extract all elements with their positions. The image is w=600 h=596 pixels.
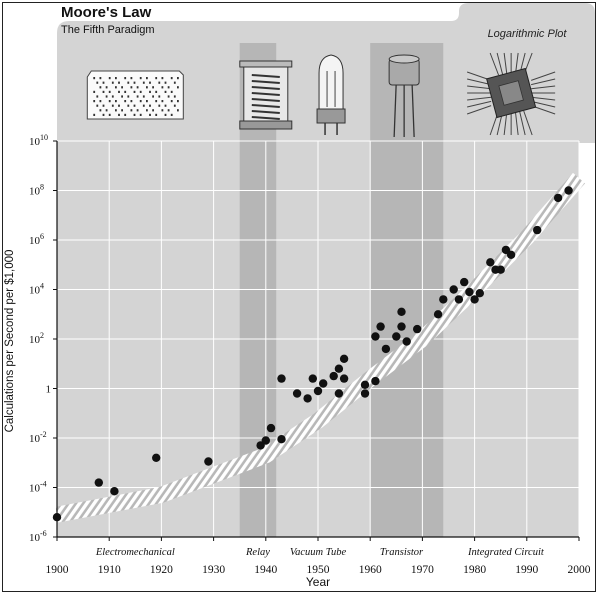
- era-label: Transistor: [380, 547, 424, 558]
- data-point: [94, 478, 104, 487]
- data-point: [376, 322, 385, 331]
- x-tick-label: 1960: [359, 564, 382, 576]
- data-point: [454, 295, 464, 304]
- data-point: [277, 435, 286, 444]
- y-tick-label: 10-6: [29, 529, 47, 544]
- y-tick-label: 1: [46, 384, 52, 396]
- era-label: Electromechanical: [95, 547, 175, 558]
- data-point: [319, 379, 328, 388]
- relay-icon: [239, 60, 293, 130]
- y-tick-label: 104: [29, 282, 44, 297]
- chart-subtitle: The Fifth Paradigm: [61, 24, 155, 36]
- x-tick-label: 1920: [150, 564, 173, 576]
- data-point: [449, 285, 458, 294]
- era-label: Integrated Circuit: [467, 547, 545, 558]
- data-point: [371, 332, 380, 341]
- vacuum-tube-icon: [316, 54, 346, 135]
- x-tick-label: 1900: [46, 564, 69, 576]
- x-axis-label: Year: [306, 575, 330, 589]
- y-tick-label: 108: [29, 183, 44, 198]
- y-tick-exponent: 8: [40, 183, 44, 192]
- data-point: [397, 307, 406, 316]
- era-label: Relay: [245, 547, 270, 558]
- data-point: [152, 453, 161, 462]
- data-point: [465, 287, 474, 297]
- data-point: [292, 389, 302, 398]
- y-tick-label: 106: [29, 232, 44, 247]
- y-tick-exponent: -6: [40, 529, 47, 538]
- y-tick-label: 10-4: [29, 480, 47, 495]
- era-label: Vacuum Tube: [290, 547, 347, 558]
- y-tick-label: 102: [29, 331, 44, 346]
- data-point: [261, 436, 270, 445]
- punch-card-icon: [86, 70, 184, 120]
- data-point: [303, 394, 312, 403]
- data-point: [381, 344, 391, 354]
- y-tick-exponent: 4: [40, 282, 44, 291]
- y-tick-label: 1010: [29, 133, 48, 148]
- transistor-icon: [388, 54, 420, 138]
- data-point: [439, 295, 448, 304]
- y-tick-exponent: 10: [40, 133, 48, 142]
- data-point: [475, 289, 484, 298]
- data-point: [397, 322, 406, 331]
- scale-note: Logarithmic Plot: [488, 28, 568, 40]
- x-tick-label: 1950: [307, 564, 330, 576]
- data-point: [402, 337, 411, 346]
- x-tick-label: 1930: [202, 564, 225, 576]
- data-point: [313, 386, 323, 396]
- data-point: [553, 193, 563, 203]
- data-point: [334, 364, 344, 373]
- x-tick-label: 1990: [515, 564, 538, 576]
- y-tick-label: 10-2: [29, 430, 47, 445]
- data-point: [339, 374, 349, 383]
- data-point: [360, 389, 370, 398]
- data-point: [277, 374, 286, 383]
- data-point: [110, 487, 119, 496]
- data-point: [413, 324, 422, 334]
- data-point: [329, 371, 338, 381]
- data-point: [496, 265, 505, 274]
- y-axis-label: Calculations per Second per $1,000: [4, 250, 16, 433]
- data-point: [371, 376, 380, 386]
- data-point: [308, 374, 317, 383]
- y-tick-exponent: -2: [40, 430, 47, 439]
- y-tick-exponent: 6: [40, 232, 44, 241]
- x-tick-label: 1910: [98, 564, 121, 576]
- x-tick-label: 1940: [254, 564, 277, 576]
- data-point: [204, 457, 213, 466]
- x-tick-label: 1970: [411, 564, 434, 576]
- x-tick-label: 1980: [463, 564, 486, 576]
- data-point: [533, 225, 542, 235]
- data-point: [470, 295, 479, 304]
- x-tick-label: 2000: [568, 564, 591, 576]
- y-tick-exponent: 2: [40, 331, 44, 340]
- data-point: [334, 389, 344, 398]
- data-point: [486, 258, 495, 267]
- data-point: [266, 423, 276, 433]
- integrated-circuit-icon: [466, 52, 556, 136]
- data-point: [392, 332, 401, 341]
- data-point: [339, 354, 349, 363]
- data-point: [360, 380, 370, 389]
- data-point: [433, 310, 443, 319]
- y-tick-exponent: -4: [40, 480, 47, 489]
- data-point: [564, 186, 573, 195]
- data-point: [506, 250, 516, 259]
- chart-title: Moore's Law: [61, 4, 152, 21]
- data-point: [460, 277, 469, 287]
